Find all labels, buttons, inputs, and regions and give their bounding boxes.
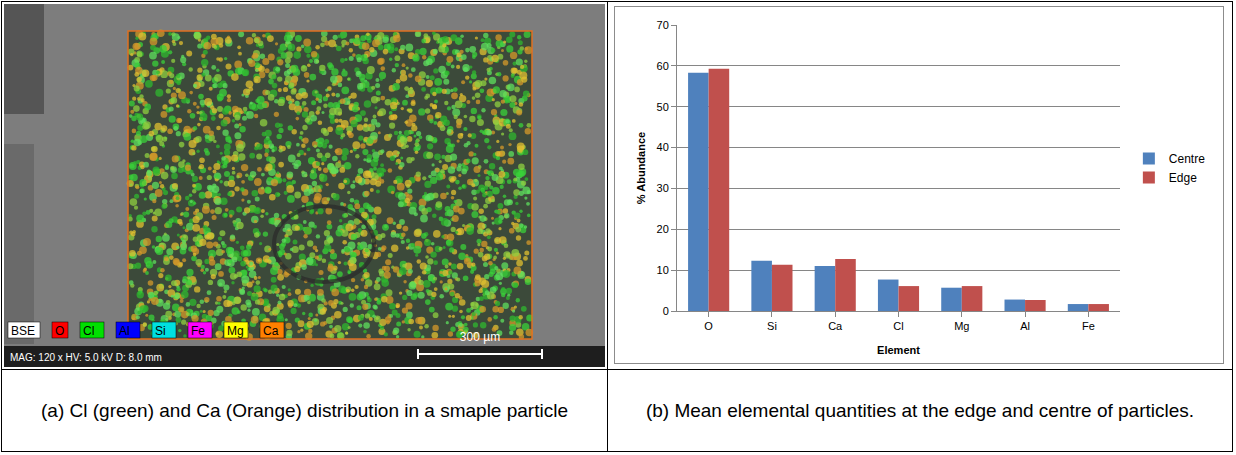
svg-text:70: 70 — [657, 19, 669, 31]
svg-text:Edge: Edge — [1169, 171, 1197, 185]
svg-text:Fe: Fe — [1082, 320, 1095, 332]
svg-text:Ca: Ca — [828, 320, 843, 332]
svg-text:Mg: Mg — [954, 320, 969, 332]
svg-text:Al: Al — [1020, 320, 1030, 332]
html-text:(a) Cl (green) and Ca (Orange): (a) Cl (green) and Ca (Orange) distribut… — [41, 399, 568, 421]
svg-text:O: O — [55, 324, 64, 338]
svg-text:0: 0 — [663, 305, 669, 317]
svg-text:Al: Al — [119, 324, 130, 338]
svg-text:20: 20 — [657, 223, 669, 235]
svg-text:% Abundance: % Abundance — [635, 132, 647, 204]
html-text:(b) Mean elemental quantities: (b) Mean elemental quantities at the edg… — [645, 399, 1195, 421]
svg-text:Mg: Mg — [227, 324, 244, 338]
svg-text:Cl: Cl — [83, 324, 94, 338]
svg-text:30: 30 — [657, 182, 669, 194]
svg-text:50: 50 — [657, 101, 669, 113]
svg-text:MAG: 120 x HV: 5.0 kV D: 8: MAG: 120 x HV: 5.0 kV D: 8.0 mm — [10, 352, 162, 363]
svg-text:Ca: Ca — [263, 324, 279, 338]
svg-text:Si: Si — [767, 320, 777, 332]
svg-text:Si: Si — [155, 324, 166, 338]
svg-text:O: O — [704, 320, 713, 332]
svg-text:60: 60 — [657, 60, 669, 72]
svg-text:BSE: BSE — [11, 324, 35, 338]
svg-text:Cl: Cl — [893, 320, 903, 332]
svg-text:Fe: Fe — [191, 324, 205, 338]
svg-text:Centre: Centre — [1169, 152, 1205, 166]
svg-text:10: 10 — [657, 264, 669, 276]
svg-text:300 µm: 300 µm — [460, 330, 500, 344]
svg-text:40: 40 — [657, 141, 669, 153]
svg-text:Element: Element — [877, 344, 920, 356]
